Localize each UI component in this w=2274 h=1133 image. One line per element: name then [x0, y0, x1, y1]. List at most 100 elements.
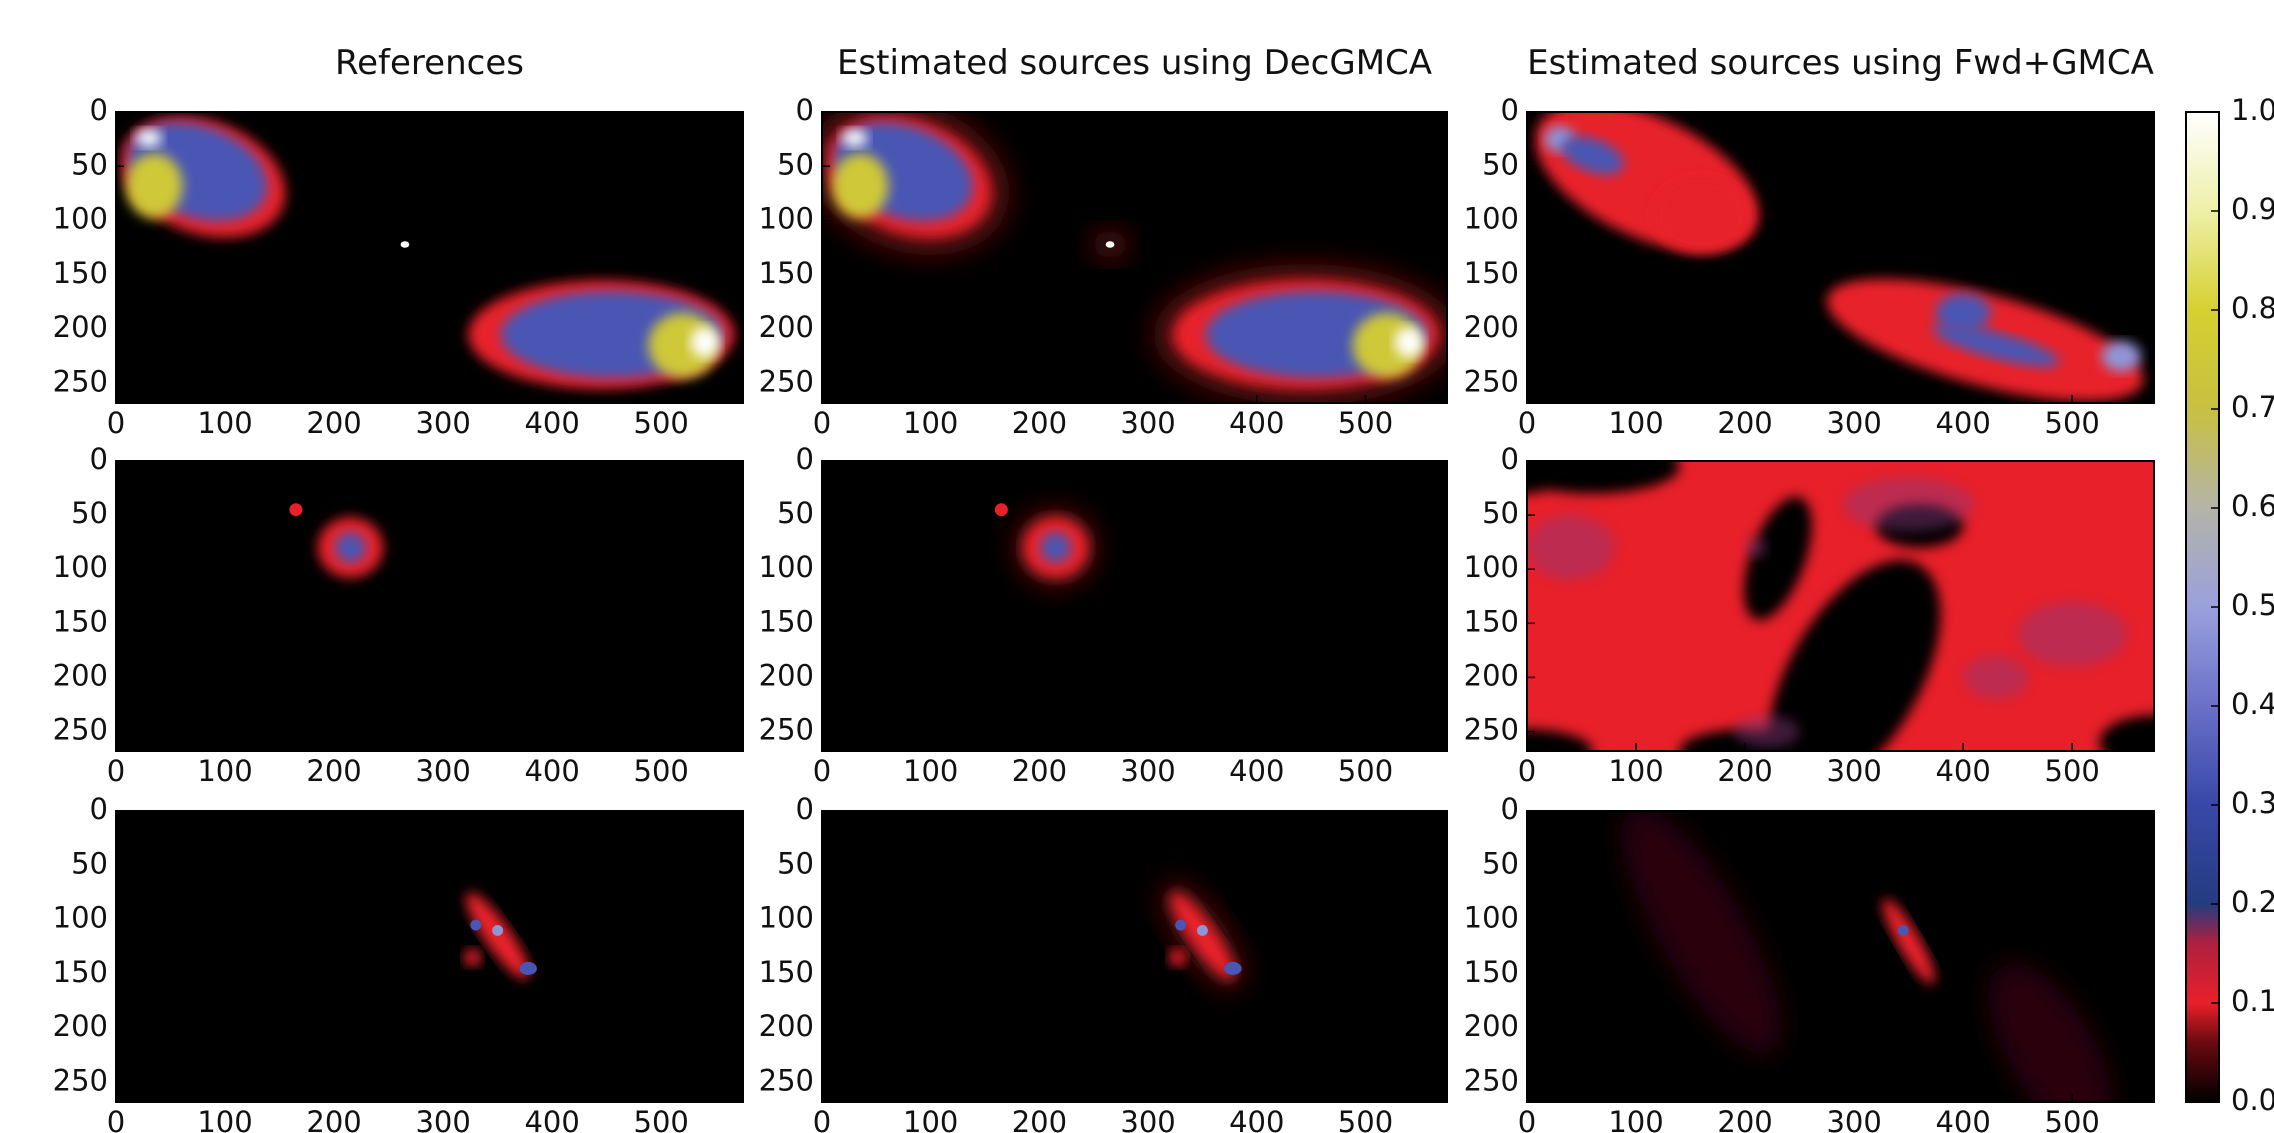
y-tick-label: 200 — [1464, 310, 1519, 344]
y-tick-label: 200 — [759, 1009, 814, 1043]
blob — [1505, 439, 1679, 493]
panel-title: Estimated sources using DecGMCA — [837, 43, 1432, 83]
y-tick-label: 0 — [1501, 792, 1519, 826]
x-tick-label: 500 — [1338, 754, 1393, 788]
blob — [1040, 532, 1070, 562]
x-tick-label: 500 — [1338, 1105, 1393, 1133]
x-tick-label: 100 — [197, 1105, 252, 1133]
blob — [1527, 515, 1614, 580]
x-tick-label: 100 — [1608, 754, 1663, 788]
y-tick-label: 200 — [53, 658, 108, 692]
x-tick-label: 400 — [1935, 406, 1990, 440]
x-tick-label: 300 — [1120, 1105, 1175, 1133]
blob — [335, 532, 366, 562]
image-panel — [822, 461, 1447, 751]
y-tick-label: 0 — [796, 93, 814, 127]
blob — [1963, 656, 2028, 699]
y-tick-label: 50 — [777, 147, 814, 181]
x-tick-label: 200 — [1717, 1105, 1772, 1133]
y-tick-label: 200 — [759, 658, 814, 692]
y-tick-label: 100 — [759, 202, 814, 236]
x-tick-label: 200 — [1717, 406, 1772, 440]
x-tick-label: 400 — [1229, 1105, 1284, 1133]
y-tick-label: 150 — [1464, 955, 1519, 989]
blob — [842, 129, 868, 146]
blob — [492, 925, 503, 936]
y-tick-label: 150 — [53, 604, 108, 638]
colorbar-tick-label: 0.9 — [2231, 192, 2274, 226]
colorbar-tick-label: 0.1 — [2231, 984, 2274, 1018]
x-tick-label: 200 — [1717, 754, 1772, 788]
x-tick-label: 0 — [107, 1105, 125, 1133]
blob — [1843, 477, 1974, 531]
x-tick-label: 400 — [1935, 754, 1990, 788]
y-tick-label: 250 — [759, 1063, 814, 1097]
y-tick-label: 0 — [1501, 442, 1519, 476]
y-tick-label: 0 — [90, 442, 108, 476]
y-tick-label: 150 — [53, 955, 108, 989]
x-tick-label: 0 — [1518, 1105, 1536, 1133]
panel-title: Estimated sources using Fwd+GMCA — [1527, 43, 2154, 83]
colorbar-tick-label: 0.3 — [2231, 786, 2274, 820]
blob — [2018, 602, 2127, 667]
blob — [464, 949, 481, 966]
y-tick-label: 150 — [759, 604, 814, 638]
blob — [1734, 715, 1799, 747]
x-tick-label: 500 — [2045, 754, 2100, 788]
y-tick-label: 50 — [777, 496, 814, 530]
x-tick-label: 500 — [634, 754, 689, 788]
blob — [1395, 327, 1423, 357]
y-tick-label: 250 — [53, 713, 108, 747]
y-tick-label: 100 — [1464, 550, 1519, 584]
x-tick-label: 300 — [415, 754, 470, 788]
y-tick-label: 100 — [1464, 901, 1519, 935]
y-tick-label: 200 — [1464, 1009, 1519, 1043]
y-tick-label: 0 — [90, 792, 108, 826]
y-tick-label: 200 — [1464, 658, 1519, 692]
y-tick-label: 0 — [1501, 93, 1519, 127]
blob — [1824, 690, 1841, 707]
image-panel — [116, 461, 743, 751]
x-tick-label: 100 — [197, 406, 252, 440]
y-tick-label: 50 — [71, 846, 108, 880]
y-tick-label: 250 — [53, 364, 108, 398]
y-tick-label: 100 — [53, 550, 108, 584]
y-tick-label: 50 — [1482, 496, 1519, 530]
x-tick-label: 500 — [2045, 406, 2100, 440]
x-tick-label: 0 — [1518, 754, 1536, 788]
x-tick-label: 300 — [1826, 754, 1881, 788]
x-tick-label: 400 — [524, 1105, 579, 1133]
x-tick-label: 500 — [634, 1105, 689, 1133]
x-tick-label: 200 — [306, 754, 361, 788]
x-tick-label: 0 — [813, 754, 831, 788]
blob — [691, 327, 719, 357]
blob — [126, 153, 183, 218]
y-tick-label: 250 — [1464, 364, 1519, 398]
blob — [1169, 949, 1186, 966]
colorbar-tick-label: 0.0 — [2231, 1083, 2274, 1117]
y-tick-label: 150 — [1464, 604, 1519, 638]
y-tick-label: 0 — [796, 792, 814, 826]
blob — [136, 129, 162, 146]
y-tick-label: 150 — [1464, 256, 1519, 290]
x-tick-label: 0 — [813, 1105, 831, 1133]
y-tick-label: 100 — [759, 550, 814, 584]
x-tick-label: 500 — [2045, 1105, 2100, 1133]
colorbar-tick-label: 0.8 — [2231, 291, 2274, 325]
blob — [1898, 925, 1909, 936]
page: {"chart_data": [ {"type": "image", "titl… — [0, 0, 2274, 1133]
colorbar-tick-label: 0.6 — [2231, 489, 2274, 523]
x-tick-label: 400 — [524, 406, 579, 440]
blob — [995, 503, 1008, 516]
x-tick-label: 100 — [903, 1105, 958, 1133]
blob — [2102, 341, 2141, 371]
x-tick-label: 100 — [903, 406, 958, 440]
figure: References010020030040050005010015020025… — [0, 0, 2274, 1133]
colorbar-tick-label: 0.5 — [2231, 588, 2274, 622]
y-tick-label: 0 — [796, 442, 814, 476]
blob — [1106, 241, 1115, 248]
x-tick-label: 300 — [415, 406, 470, 440]
blob — [832, 153, 889, 218]
image-panel — [822, 811, 1447, 1102]
y-tick-label: 200 — [53, 1009, 108, 1043]
